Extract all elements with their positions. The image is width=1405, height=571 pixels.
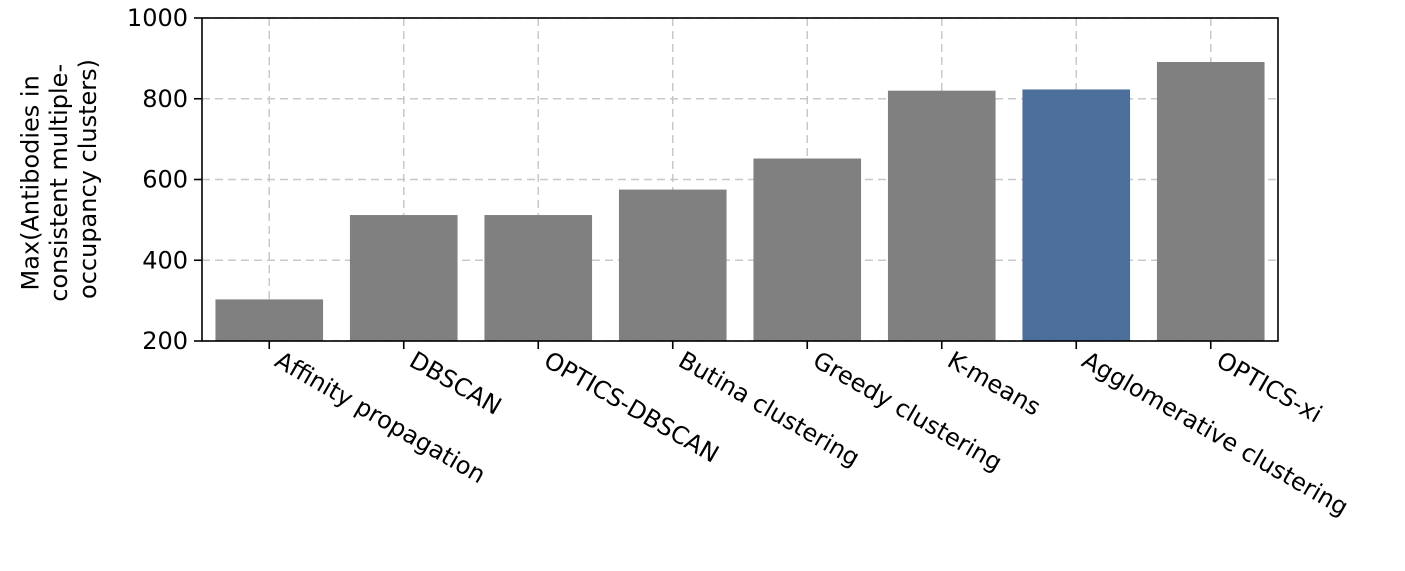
y-axis-label-line-3: occupancy clusters) (74, 59, 102, 299)
x-tick-label: Agglomerative clustering (1077, 346, 1353, 521)
x-tick-label: OPTICS-xi (1212, 346, 1327, 429)
bar-affinity-propagation (215, 299, 324, 341)
y-axis-ticks: 200 400 600 800 1000 (127, 4, 202, 355)
bar-butina-clustering (618, 189, 727, 341)
y-axis-label-line-2: consistent multiple- (45, 64, 73, 302)
y-tick-label: 200 (142, 327, 188, 355)
bar-agglomerative-clustering (1022, 89, 1131, 342)
x-tick-label: DBSCAN (405, 346, 506, 421)
y-axis-label: Max(Antibodies in consistent multiple- o… (16, 56, 102, 302)
y-tick-label: 600 (142, 166, 188, 194)
bars (215, 62, 1265, 342)
bar-greedy-clustering (753, 158, 862, 341)
y-tick-label: 800 (142, 85, 188, 113)
bar-dbscan (349, 215, 458, 341)
bar-optics-dbscan (484, 215, 593, 341)
bar-k-means (887, 90, 996, 341)
y-tick-label: 1000 (127, 4, 188, 32)
x-tick-label: K-means (943, 346, 1046, 421)
y-tick-label: 400 (142, 246, 188, 274)
y-axis-label-line-1: Max(Antibodies in (16, 75, 44, 290)
bar-optics-xi (1156, 62, 1265, 341)
